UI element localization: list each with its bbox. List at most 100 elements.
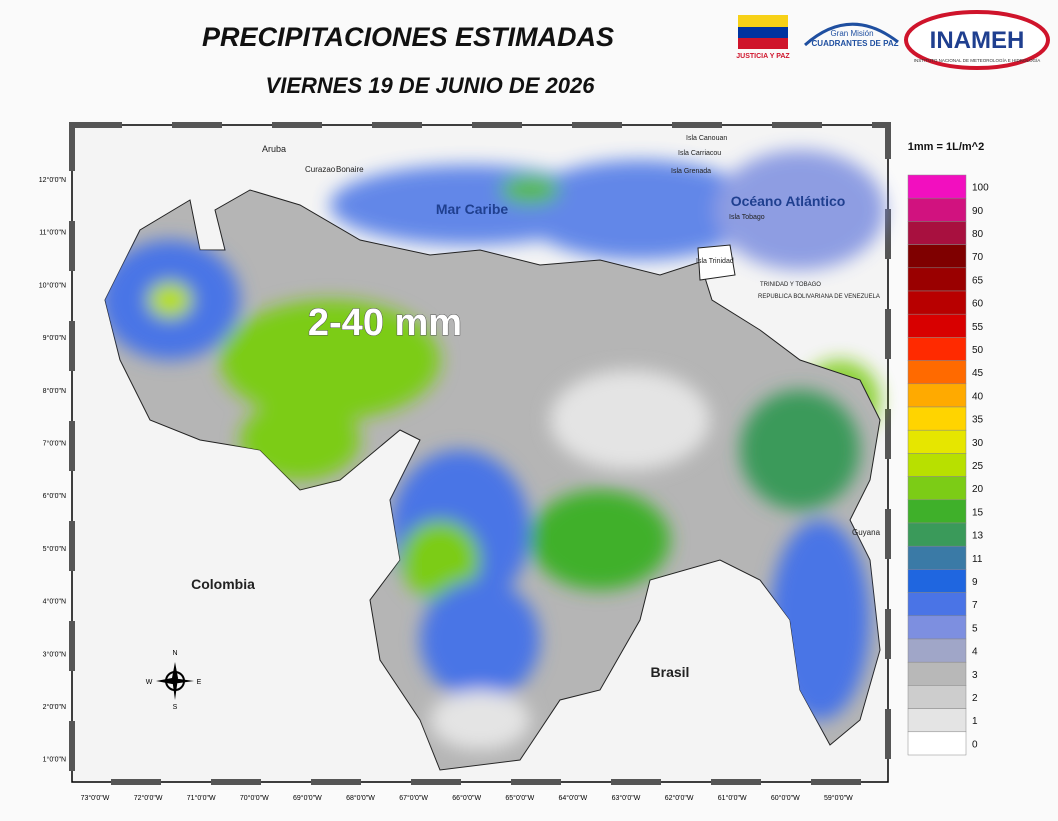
legend-label: 2 [972, 693, 978, 704]
legend-label: 5 [972, 623, 978, 634]
compass-label: W [146, 679, 153, 686]
compass-label: S [173, 704, 178, 711]
subtitle: VIERNES 19 DE JUNIO DE 2026 [266, 73, 596, 98]
legend-swatch [907, 290, 967, 315]
legend-label: 45 [972, 368, 984, 379]
legend-label: 7 [972, 600, 978, 611]
legend-swatch [907, 731, 967, 756]
legend-swatch [907, 685, 967, 709]
place-label: Colombia [191, 576, 255, 592]
legend-swatch [907, 313, 967, 338]
legend-swatch [907, 592, 967, 617]
map: 2-40 mm Aruba Curazao Bonaire Mar Caribe Océ… [39, 122, 891, 802]
legend-swatch [907, 638, 967, 663]
legend-label: 25 [972, 461, 984, 472]
legend-label: 60 [972, 299, 984, 310]
legend-label: 20 [972, 484, 984, 495]
land-rain [105, 240, 870, 750]
legend-label: 40 [972, 391, 984, 402]
logo-text: Gran Misión [830, 29, 873, 38]
legend-label: 30 [972, 438, 984, 449]
lon-label: 61°0'0"W [718, 794, 747, 802]
lon-label: 67°0'0"W [399, 794, 428, 802]
legend-swatch [907, 522, 967, 547]
lon-label: 59°0'0"W [824, 794, 853, 802]
legend-label: 11 [972, 554, 983, 565]
legend-label: 0 [972, 739, 978, 750]
legend-swatch [907, 429, 967, 454]
lat-label: 10°0'0"N [39, 281, 66, 289]
trinidad [697, 244, 736, 281]
legend-swatch [907, 197, 967, 222]
legend-label: 50 [972, 345, 984, 356]
lon-label: 63°0'0"W [612, 794, 641, 802]
place-label: Océano Atlántico [731, 193, 846, 209]
compass-label: E [197, 679, 202, 686]
legend-swatch [907, 360, 967, 385]
place-label: Brasil [651, 664, 690, 680]
place-label: Isla Trinidad [696, 258, 734, 265]
legend-swatch [907, 337, 967, 361]
lat-label: 9°0'0"N [43, 334, 66, 342]
place-label: REPUBLICA BOLIVARIANA DE VENEZUELA [758, 294, 880, 300]
place-label: Isla Tobago [729, 214, 765, 221]
place-label: Guyana [852, 528, 881, 537]
lat-label: 2°0'0"N [43, 703, 66, 711]
legend-label: 9 [972, 577, 978, 588]
place-label: Curazao [305, 165, 336, 174]
legend-label: 55 [972, 322, 984, 333]
legend-swatch [907, 383, 967, 408]
lat-label: 11°0'0"N [39, 229, 66, 237]
lon-label: 70°0'0"W [240, 794, 269, 802]
range-label: 2-40 mm [308, 302, 462, 344]
lon-label: 66°0'0"W [452, 794, 481, 802]
logo-ministry: JUSTICIA Y PAZ [736, 15, 790, 60]
legend-swatch [907, 406, 967, 431]
legend-label: 13 [972, 531, 984, 542]
legend-swatch [907, 615, 967, 640]
compass-label: N [172, 650, 177, 657]
legend-swatch [907, 244, 967, 269]
legend-swatch [907, 661, 967, 686]
lat-label: 6°0'0"N [43, 492, 66, 500]
lat-label: 3°0'0"N [43, 650, 66, 658]
lon-label: 62°0'0"W [665, 794, 694, 802]
legend-label: 1 [972, 716, 978, 727]
legend-label: 70 [972, 252, 984, 263]
place-label: Isla Carriacou [678, 150, 721, 157]
legend-label: 100 [972, 183, 989, 194]
lon-label: 64°0'0"W [558, 794, 587, 802]
place-label: Isla Canouan [686, 135, 727, 142]
legend-title: 1mm = 1L/m^2 [908, 141, 984, 153]
legend-label: 80 [972, 229, 984, 240]
lon-label: 69°0'0"W [293, 794, 322, 802]
logo-text: INAMEH [930, 27, 1025, 54]
lat-label: 12°0'0"N [39, 176, 66, 184]
place-label: Mar Caribe [436, 201, 509, 217]
place-label: Bonaire [336, 165, 364, 174]
lon-label: 72°0'0"W [134, 794, 163, 802]
legend-label: 65 [972, 275, 984, 286]
legend-swatch [907, 708, 967, 733]
legend-label: 4 [972, 647, 978, 658]
logo-mission: Gran Misión CUADRANTES DE PAZ [804, 22, 899, 48]
legend-label: 15 [972, 507, 984, 518]
place-label: TRINIDAD Y TOBAGO [760, 282, 821, 288]
lon-label: 65°0'0"W [505, 794, 534, 802]
place-label: Isla Grenada [671, 168, 711, 175]
lat-label: 8°0'0"N [43, 387, 66, 395]
lat-label: 5°0'0"N [43, 545, 66, 553]
title: PRECIPITACIONES ESTIMADAS [202, 22, 614, 52]
legend-swatch [907, 267, 967, 292]
legend-swatch [907, 174, 967, 199]
logo-text: JUSTICIA Y PAZ [736, 53, 790, 60]
lon-label: 71°0'0"W [187, 794, 216, 802]
lat-label: 7°0'0"N [43, 440, 66, 448]
legend-label: 90 [972, 206, 984, 217]
logo-text: INSTITUTO NACIONAL DE METEOROLOGÍA E HID… [914, 57, 1041, 63]
legend-swatch [907, 569, 967, 593]
lat-label: 4°0'0"N [43, 598, 66, 606]
legend-label: 3 [972, 670, 978, 681]
lat-label: 1°0'0"N [43, 756, 66, 764]
